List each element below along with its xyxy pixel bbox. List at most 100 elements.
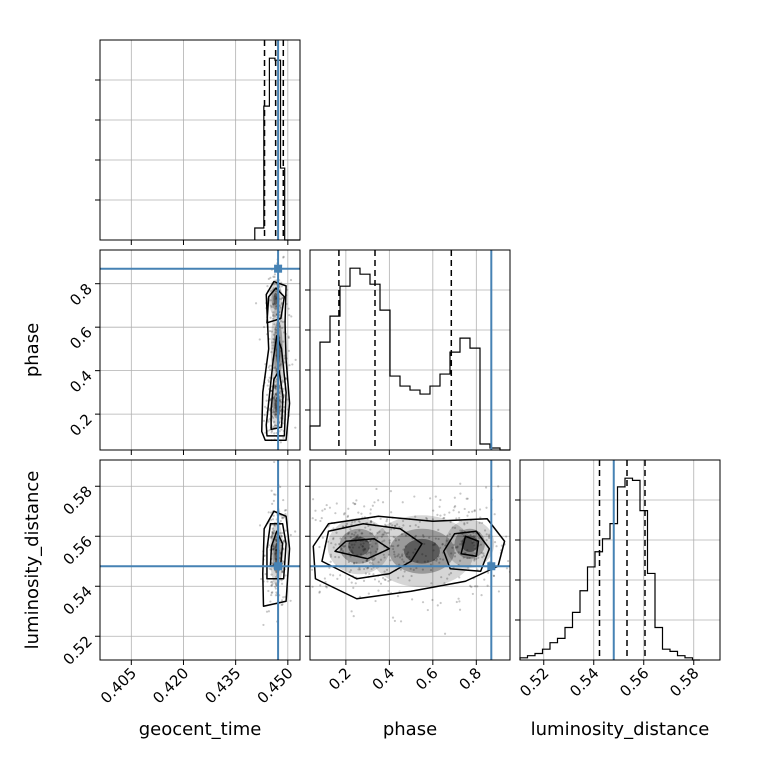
sample-point-phase-luminosity_distance (314, 509, 317, 512)
sample-point-phase-luminosity_distance (368, 561, 372, 564)
sample-point-geocent_time-phase (274, 392, 277, 395)
sample-point-geocent_time-phase (268, 368, 272, 371)
sample-point-geocent_time-phase (270, 431, 273, 434)
hist-step-geocent_time (254, 57, 300, 241)
sample-point-phase-luminosity_distance (398, 590, 401, 593)
sample-point-geocent_time-phase (289, 278, 293, 282)
sample-point-geocent_time-phase (262, 325, 266, 329)
sample-point-phase-luminosity_distance (456, 546, 459, 549)
sample-point-phase-luminosity_distance (473, 544, 476, 547)
sample-point-geocent_time-phase (274, 403, 277, 407)
sample-point-geocent_time-phase (273, 338, 276, 341)
sample-point-phase-luminosity_distance (355, 561, 358, 564)
sample-point-phase-luminosity_distance (362, 548, 365, 551)
sample-point-phase-luminosity_distance (402, 524, 405, 527)
sample-point-phase-luminosity_distance (347, 507, 350, 510)
sample-point-phase-luminosity_distance (356, 535, 359, 538)
sample-point-phase-luminosity_distance (433, 542, 436, 545)
sample-point-phase-luminosity_distance (353, 533, 356, 536)
x-tick-label-geocent_time-luminosity_distance-3: 0.450 (254, 664, 297, 707)
sample-point-phase-luminosity_distance (408, 579, 411, 582)
sample-point-phase-luminosity_distance (371, 545, 374, 548)
sample-point-geocent_time-phase (274, 413, 277, 416)
sample-point-phase-luminosity_distance (371, 532, 374, 535)
sample-point-phase-luminosity_distance (466, 497, 469, 500)
sample-point-phase-luminosity_distance (372, 558, 376, 561)
sample-point-phase-luminosity_distance (407, 551, 410, 554)
sample-point-phase-luminosity_distance (418, 520, 421, 523)
sample-point-phase-luminosity_distance (324, 585, 328, 588)
sample-point-phase-luminosity_distance (301, 554, 303, 556)
sample-point-phase-luminosity_distance (478, 536, 481, 539)
sample-point-phase-luminosity_distance (481, 521, 484, 525)
sample-point-geocent_time-luminosity_distance (272, 547, 275, 550)
sample-point-geocent_time-phase (281, 296, 284, 300)
sample-point-phase-luminosity_distance (396, 595, 400, 598)
sample-point-phase-luminosity_distance (441, 543, 444, 546)
sample-point-phase-luminosity_distance (367, 592, 370, 595)
sample-point-geocent_time-luminosity_distance (262, 623, 265, 627)
sample-point-phase-luminosity_distance (462, 534, 466, 538)
sample-point-phase-luminosity_distance (377, 499, 380, 502)
sample-point-geocent_time-luminosity_distance (275, 583, 278, 586)
sample-point-phase-luminosity_distance (465, 497, 468, 500)
sample-point-phase-luminosity_distance (460, 540, 463, 543)
sample-point-phase-luminosity_distance (416, 560, 419, 563)
sample-point-phase-luminosity_distance (402, 548, 405, 551)
sample-point-geocent_time-phase (269, 399, 272, 402)
sample-point-phase-luminosity_distance (381, 540, 384, 543)
sample-point-geocent_time-luminosity_distance (279, 532, 282, 535)
sample-point-phase-luminosity_distance (332, 538, 335, 541)
sample-point-phase-luminosity_distance (488, 536, 491, 539)
sample-point-phase-luminosity_distance (421, 534, 425, 537)
sample-point-phase-luminosity_distance (479, 516, 482, 519)
frame-geocent_time-phase (99, 249, 301, 451)
frame-hist-phase (309, 249, 511, 451)
sample-point-phase-luminosity_distance (424, 554, 427, 558)
sample-point-geocent_time-luminosity_distance (271, 533, 274, 537)
sample-point-phase-luminosity_distance (346, 514, 350, 517)
sample-point-phase-luminosity_distance (396, 555, 399, 558)
sample-point-geocent_time-phase (288, 364, 291, 367)
sample-point-phase-luminosity_distance (404, 534, 408, 537)
sample-point-phase-luminosity_distance (396, 544, 399, 548)
sample-point-geocent_time-phase (274, 305, 278, 308)
sample-point-phase-luminosity_distance (453, 496, 456, 499)
sample-point-phase-luminosity_distance (394, 539, 397, 542)
sample-point-phase-luminosity_distance (369, 520, 373, 523)
sample-point-phase-luminosity_distance (323, 577, 327, 580)
sample-point-geocent_time-phase (272, 337, 275, 341)
sample-point-geocent_time-luminosity_distance (280, 579, 283, 582)
sample-point-phase-luminosity_distance (350, 550, 354, 553)
sample-point-phase-luminosity_distance (409, 567, 412, 570)
sample-point-phase-luminosity_distance (383, 578, 386, 581)
sample-point-geocent_time-phase (273, 273, 277, 276)
sample-point-phase-luminosity_distance (474, 535, 477, 538)
sample-point-phase-luminosity_distance (435, 558, 439, 561)
sample-point-geocent_time-luminosity_distance (278, 556, 281, 560)
sample-point-phase-luminosity_distance (458, 576, 461, 579)
sample-point-phase-luminosity_distance (434, 495, 437, 498)
sample-point-phase-luminosity_distance (376, 536, 379, 539)
sample-point-geocent_time-phase (278, 430, 281, 433)
frame-hist-luminosity_distance (519, 459, 721, 661)
sample-point-phase-luminosity_distance (483, 529, 487, 532)
sample-point-phase-luminosity_distance (290, 574, 292, 576)
sample-point-geocent_time-phase (273, 424, 276, 428)
sample-point-phase-luminosity_distance (337, 556, 340, 559)
sample-point-phase-luminosity_distance (362, 579, 366, 583)
sample-point-phase-luminosity_distance (458, 600, 461, 603)
sample-point-phase-luminosity_distance (319, 519, 322, 523)
sample-point-phase-luminosity_distance (474, 585, 477, 588)
contour-ring-geocent_time-phase-2 (270, 369, 284, 431)
sample-point-phase-luminosity_distance (359, 543, 362, 546)
sample-point-phase-luminosity_distance (453, 526, 457, 529)
sample-point-phase-luminosity_distance (381, 533, 384, 536)
sample-point-geocent_time-luminosity_distance (284, 529, 287, 532)
sample-point-geocent_time-phase (274, 380, 278, 383)
sample-point-geocent_time-luminosity_distance (260, 577, 263, 581)
sample-point-geocent_time-phase (279, 297, 283, 301)
sample-point-geocent_time-luminosity_distance (281, 603, 284, 606)
sample-point-phase-luminosity_distance (421, 601, 425, 604)
sample-point-phase-luminosity_distance (439, 498, 442, 502)
